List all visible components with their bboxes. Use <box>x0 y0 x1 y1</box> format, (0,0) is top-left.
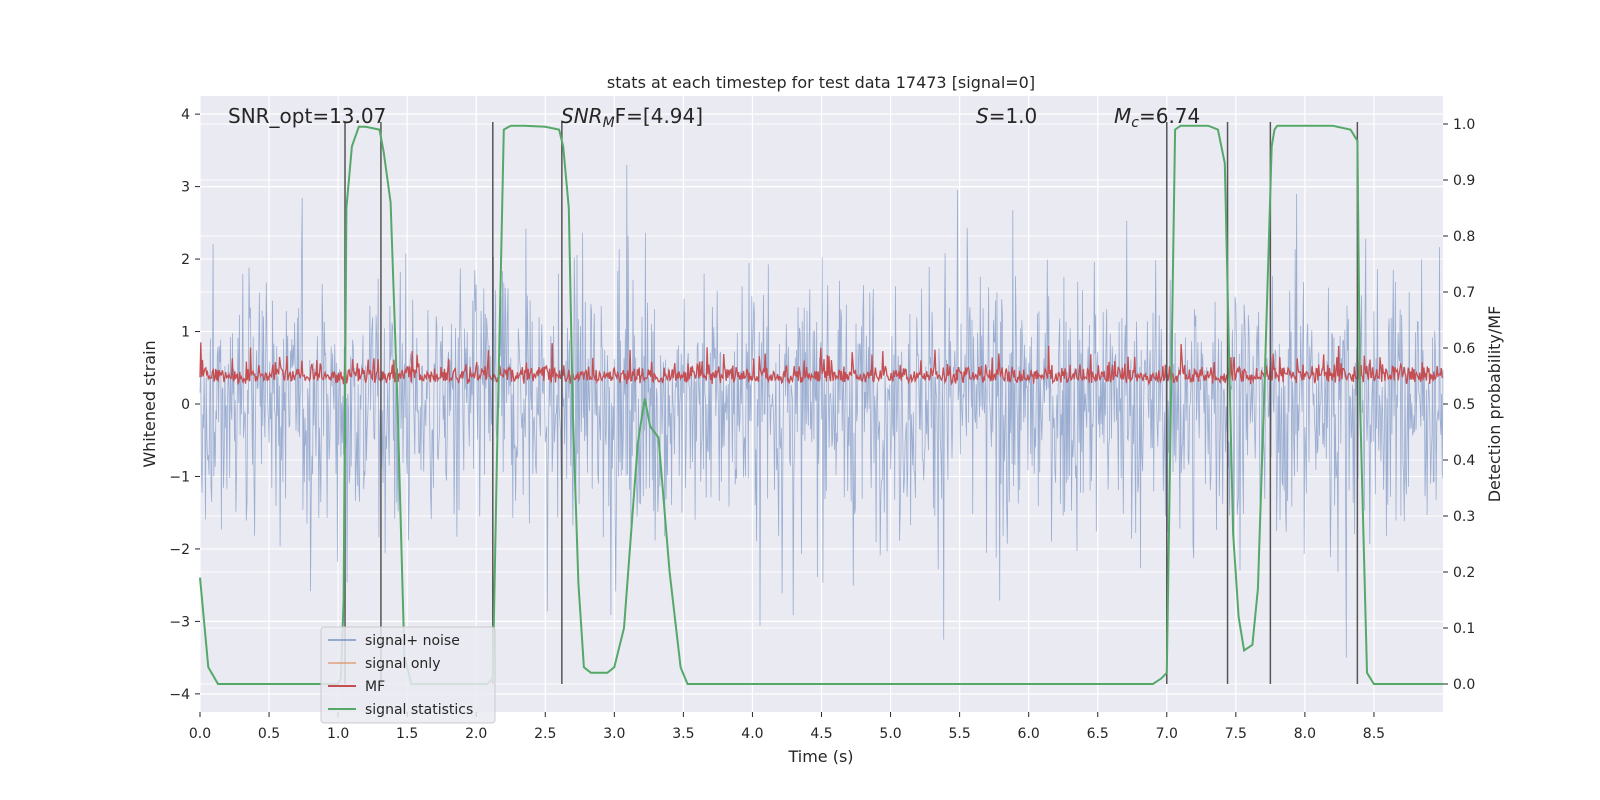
y2-tick-label-5: 0.5 <box>1453 397 1475 413</box>
annotation-mc-subscript: c <box>1131 115 1139 131</box>
y2-tick-label-7: 0.3 <box>1453 509 1475 525</box>
y2-tick-label-4: 0.6 <box>1453 341 1475 357</box>
annotation-mc: Mc=6.74 <box>1114 104 1200 131</box>
annotation-s-symbol: S <box>976 104 989 128</box>
x-tick-label-3: 1.5 <box>396 726 418 742</box>
x-tick-label-17: 8.5 <box>1363 726 1385 742</box>
annotation-snr-mf-symbol: SNR <box>561 104 603 128</box>
legend-label-signal-only: signal only <box>365 656 440 672</box>
x-tick-label-2: 1.0 <box>327 726 349 742</box>
y-tick-label-0: 4 <box>181 107 190 123</box>
mf-line <box>199 342 1444 386</box>
x-tick-label-13: 6.5 <box>1087 726 1109 742</box>
signal-statistics-line <box>199 124 1443 685</box>
y-tick-label-2: 2 <box>181 252 190 268</box>
y2-axis-ticks: 1.0 0.9 0.8 0.7 0.6 0.5 0.4 0.3 0.2 0.1 0.0 <box>1443 117 1475 693</box>
x-axis-title: Time (s) <box>787 747 853 766</box>
x-tick-label-8: 4.0 <box>741 726 763 742</box>
annotation-mc-value: =6.74 <box>1139 104 1200 128</box>
y-tick-label-8: −4 <box>169 687 190 703</box>
x-tick-label-4: 2.0 <box>465 726 487 742</box>
y-tick-label-7: −3 <box>169 614 190 630</box>
x-tick-label-11: 5.5 <box>948 726 970 742</box>
y2-tick-label-1: 0.9 <box>1453 173 1475 189</box>
x-tick-label-5: 2.5 <box>534 726 556 742</box>
annotation-snr-mf: SNRMF=[4.94] <box>561 104 703 131</box>
y2-tick-label-0: 1.0 <box>1453 117 1475 133</box>
signal-statistics-series <box>199 124 1443 685</box>
annotation-snr-mf-value: F=[4.94] <box>615 104 703 128</box>
y2-tick-label-6: 0.4 <box>1453 453 1475 469</box>
x-tick-label-7: 3.5 <box>672 726 694 742</box>
x-tick-label-12: 6.0 <box>1018 726 1040 742</box>
y-tick-label-6: −2 <box>169 542 190 558</box>
legend: signal+ noise signal only MF signal stat… <box>320 626 496 724</box>
annotation-snr-mf-subscript: M <box>603 115 615 131</box>
x-tick-label-10: 5.0 <box>879 726 901 742</box>
y-axis-title: Whitened strain <box>140 340 159 467</box>
annotation-s-value: =1.0 <box>989 104 1038 128</box>
y2-tick-label-3: 0.7 <box>1453 285 1475 301</box>
x-tick-label-9: 4.5 <box>810 726 832 742</box>
signal-plus-noise-line <box>199 164 1444 658</box>
signal-plus-noise-series <box>199 164 1444 658</box>
chart-title: stats at each timestep for test data 174… <box>607 73 1035 92</box>
x-tick-label-0: 0.0 <box>189 726 211 742</box>
y2-tick-label-9: 0.1 <box>1453 621 1475 637</box>
y2-tick-label-10: 0.0 <box>1453 677 1475 693</box>
y2-tick-label-2: 0.8 <box>1453 229 1475 245</box>
annotation-s: S=1.0 <box>976 104 1037 128</box>
x-tick-label-16: 8.0 <box>1294 726 1316 742</box>
x-tick-label-14: 7.0 <box>1156 726 1178 742</box>
y-tick-label-5: −1 <box>169 469 190 485</box>
x-tick-label-1: 0.5 <box>258 726 280 742</box>
legend-label-signal-plus-noise: signal+ noise <box>365 633 460 649</box>
mf-series <box>199 342 1444 386</box>
y2-axis-title: Detection probability/MF <box>1485 306 1504 503</box>
legend-box <box>320 626 496 724</box>
y-tick-label-4: 0 <box>181 397 190 413</box>
annotation-snr-opt: SNR_opt=13.07 <box>228 104 386 128</box>
y-axis-ticks: 4 3 2 1 0 −1 −2 −3 −4 <box>169 107 200 703</box>
y-tick-label-1: 3 <box>181 180 190 196</box>
legend-label-mf: MF <box>365 679 385 695</box>
x-tick-label-15: 7.5 <box>1225 726 1247 742</box>
legend-label-signal-statistics: signal statistics <box>365 702 473 718</box>
y-tick-label-3: 1 <box>181 325 190 341</box>
y2-tick-label-8: 0.2 <box>1453 565 1475 581</box>
annotation-mc-symbol: M <box>1114 104 1131 128</box>
x-tick-label-6: 3.0 <box>603 726 625 742</box>
x-axis-ticks: 0.0 0.5 1.0 1.5 2.0 2.5 3.0 3.5 4.0 4.5 5.0 5.5 6.0 6… <box>189 712 1385 742</box>
